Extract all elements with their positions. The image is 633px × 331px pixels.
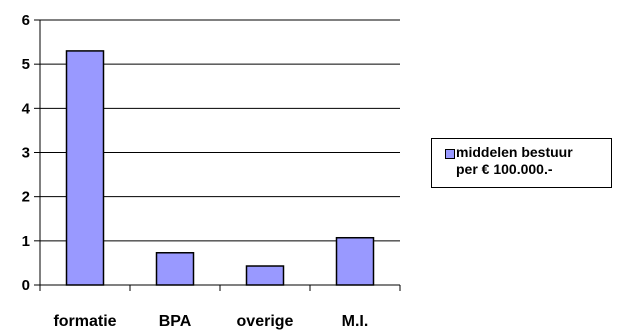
x-category-label: formatie xyxy=(53,313,116,330)
bar-m-i- xyxy=(335,236,375,286)
x-category-labels: formatie BPA overige M.I. xyxy=(53,313,368,330)
y-tick-label: 5 xyxy=(22,56,30,73)
y-tick-label: 4 xyxy=(22,100,31,117)
y-tick-label: 2 xyxy=(22,189,30,206)
y-tick-label: 0 xyxy=(22,277,30,294)
x-category-label: BPA xyxy=(159,313,192,330)
y-tick-label: 1 xyxy=(22,233,30,250)
bars xyxy=(65,50,375,286)
bar-formatie xyxy=(65,50,105,286)
bar-bpa xyxy=(155,252,195,286)
legend-swatch xyxy=(445,149,455,159)
y-tick-label: 3 xyxy=(22,145,30,162)
y-tick-labels: 0 1 2 3 4 5 6 xyxy=(22,12,31,294)
legend-label: middelen bestuur per € 100.000.- xyxy=(456,144,573,177)
y-tick-label: 6 xyxy=(22,12,30,29)
bar-overige xyxy=(245,265,285,286)
x-category-label: overige xyxy=(237,313,294,330)
axes xyxy=(34,19,401,291)
x-category-label: M.I. xyxy=(342,313,369,330)
legend: middelen bestuur per € 100.000.- xyxy=(431,138,612,188)
